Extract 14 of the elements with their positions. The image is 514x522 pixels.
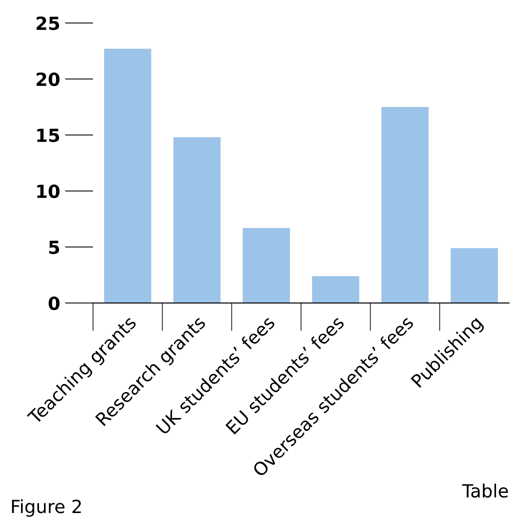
bar xyxy=(242,228,290,303)
bar xyxy=(450,248,498,303)
caption: Figure 2 xyxy=(12,499,81,517)
y-tick-label: 20 xyxy=(36,72,60,86)
bar xyxy=(173,137,221,303)
text: Table xyxy=(462,484,508,498)
y-tick-label: 25 xyxy=(36,16,60,30)
y-tick-label: 15 xyxy=(37,128,60,142)
bar xyxy=(104,48,152,303)
y-tick-label: 5 xyxy=(49,240,60,254)
y-tick-label: 0 xyxy=(48,296,60,310)
y-tick-label: 10 xyxy=(37,184,60,198)
bar xyxy=(381,107,429,303)
bar xyxy=(312,276,360,303)
